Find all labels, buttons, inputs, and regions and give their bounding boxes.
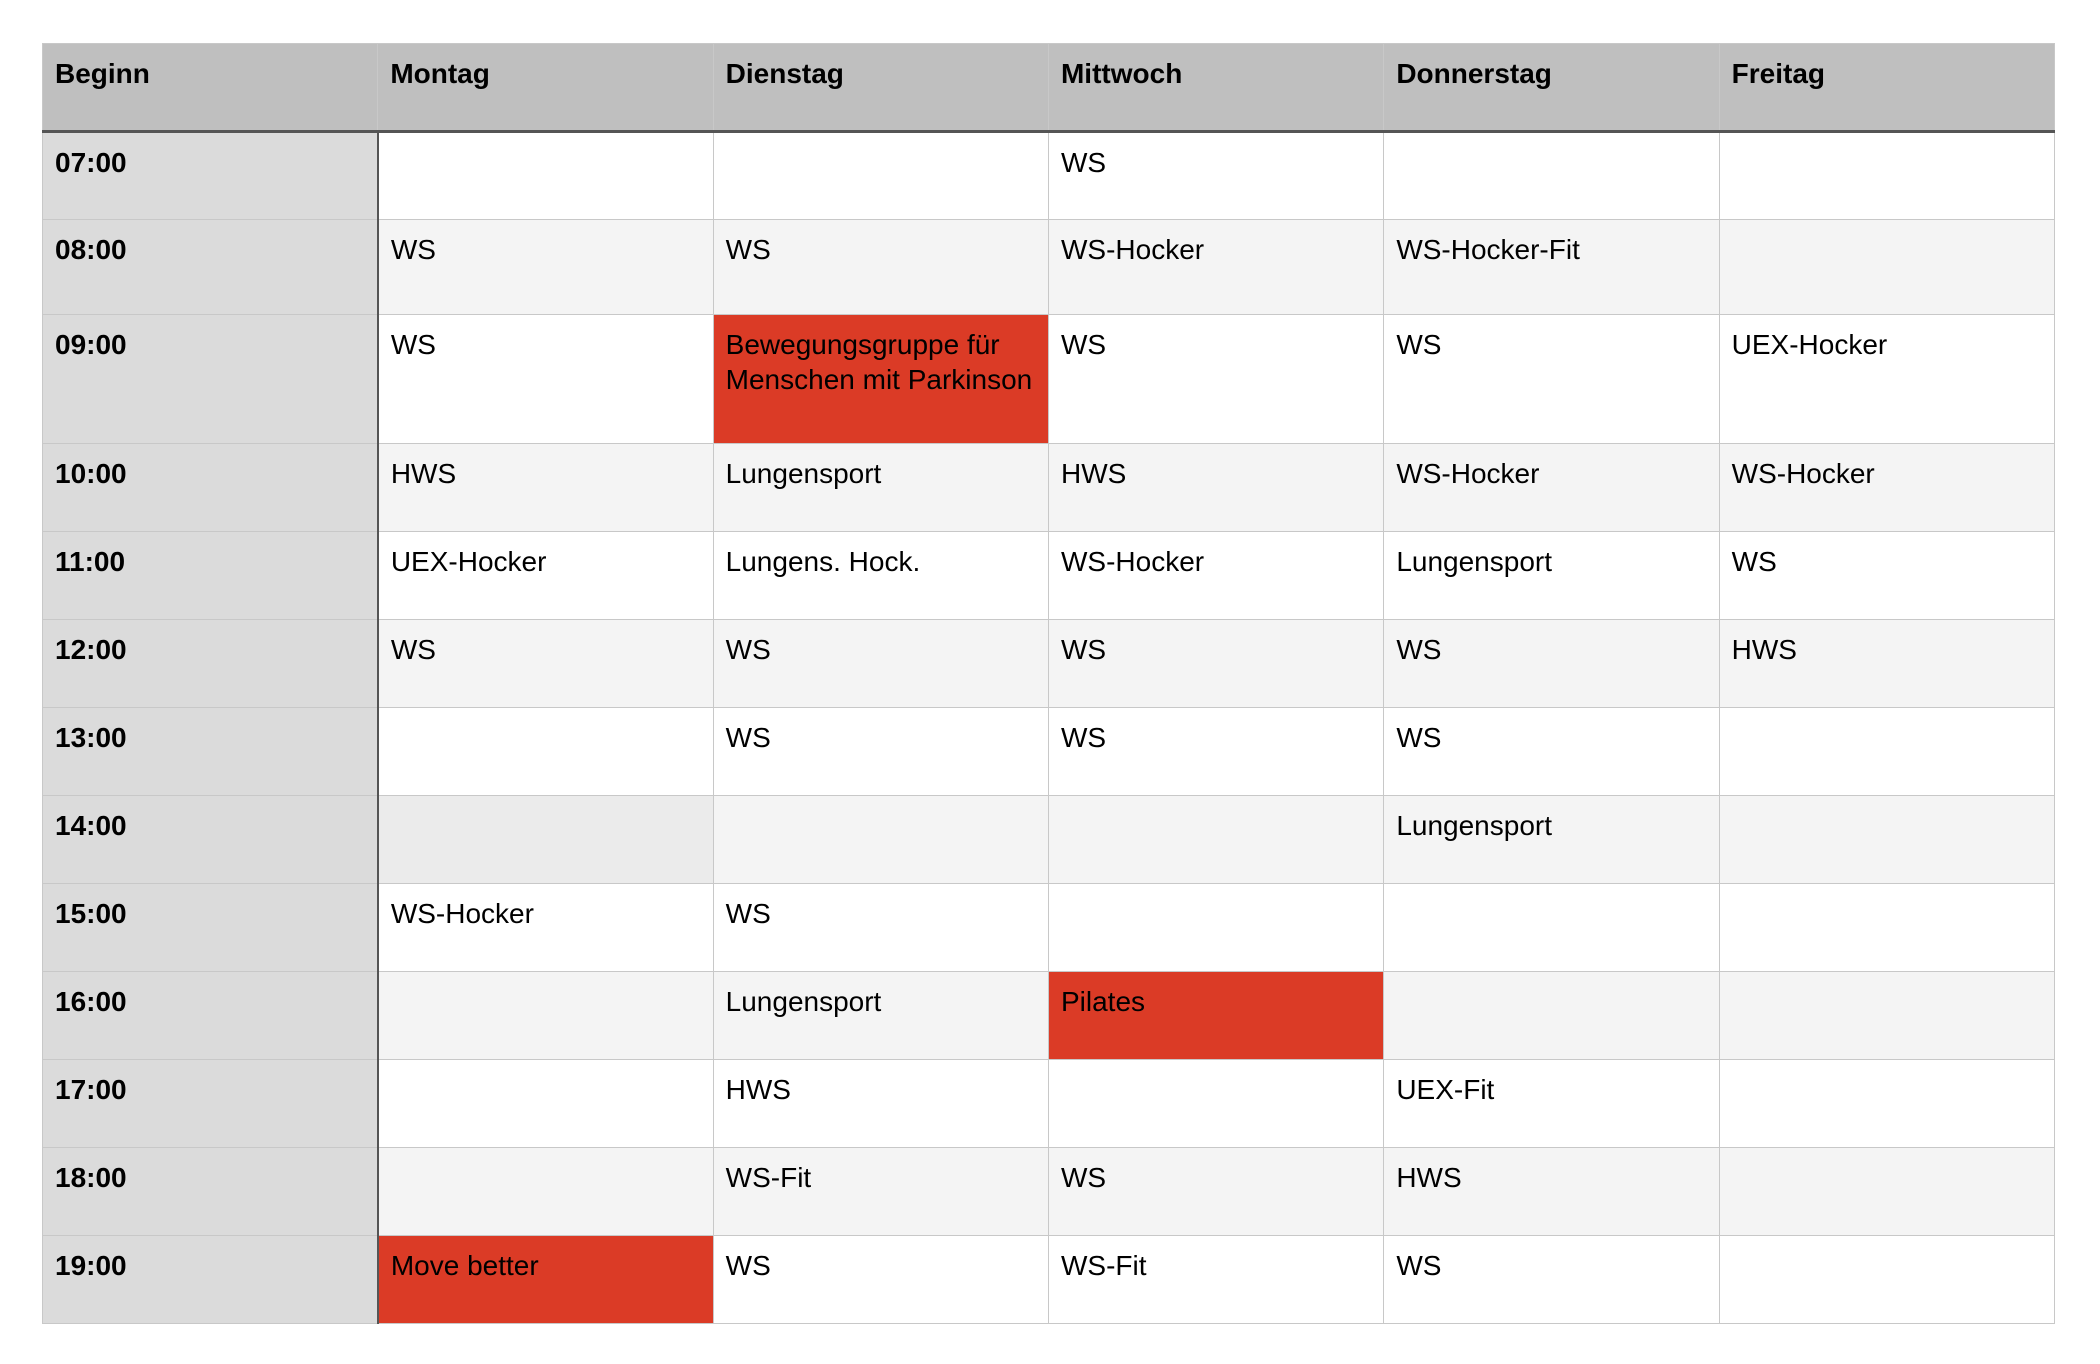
schedule-cell-dienstag[interactable]: WS — [712, 219, 1049, 315]
schedule-cell-mittwoch[interactable]: WS — [1047, 314, 1385, 444]
column-header-dienstag[interactable]: Dienstag — [712, 43, 1049, 133]
schedule-cell-freitag[interactable] — [1718, 1235, 2056, 1324]
schedule-cell-dienstag[interactable]: WS — [712, 619, 1049, 708]
schedule-cell-mittwoch[interactable] — [1047, 795, 1385, 884]
schedule-cell-freitag[interactable] — [1718, 707, 2056, 796]
schedule-cell-mittwoch[interactable]: WS — [1047, 707, 1385, 796]
time-cell[interactable]: 17:00 — [41, 1059, 379, 1148]
schedule-cell-donnerstag[interactable]: WS-Hocker — [1383, 443, 1720, 532]
schedule-cell-mittwoch[interactable]: WS — [1047, 619, 1385, 708]
schedule-cell-freitag[interactable]: HWS — [1718, 619, 2056, 708]
schedule-cell-dienstag[interactable]: HWS — [712, 1059, 1049, 1148]
schedule-cell-donnerstag[interactable]: WS — [1383, 619, 1720, 708]
schedule-cell-montag[interactable] — [377, 1059, 714, 1148]
schedule-cell-montag[interactable] — [377, 131, 714, 220]
table-row: 17:00 HWS UEX-Fit — [41, 1059, 2056, 1148]
schedule-cell-montag[interactable]: WS — [377, 619, 714, 708]
schedule-cell-montag[interactable] — [377, 795, 714, 884]
schedule-cell-dienstag[interactable]: WS-Fit — [712, 1147, 1049, 1236]
time-cell[interactable]: 10:00 — [41, 443, 379, 532]
schedule-cell-freitag[interactable]: UEX-Hocker — [1718, 314, 2056, 444]
schedule-cell-montag[interactable] — [377, 971, 714, 1060]
time-cell[interactable]: 16:00 — [41, 971, 379, 1060]
schedule-cell-mittwoch[interactable] — [1047, 1059, 1385, 1148]
time-cell[interactable]: 14:00 — [41, 795, 379, 884]
schedule-cell-mittwoch[interactable]: WS-Fit — [1047, 1235, 1385, 1324]
time-cell[interactable]: 13:00 — [41, 707, 379, 796]
time-cell[interactable]: 11:00 — [41, 531, 379, 620]
schedule-cell-montag[interactable]: WS — [377, 219, 714, 315]
time-cell[interactable]: 12:00 — [41, 619, 379, 708]
schedule-cell-freitag[interactable] — [1718, 1147, 2056, 1236]
time-cell[interactable]: 15:00 — [41, 883, 379, 972]
time-cell[interactable]: 18:00 — [41, 1147, 379, 1236]
time-cell[interactable]: 07:00 — [41, 131, 379, 220]
schedule-cell-donnerstag[interactable] — [1383, 883, 1720, 972]
schedule-cell-montag[interactable] — [377, 707, 714, 796]
schedule-cell-mittwoch[interactable]: WS — [1047, 1147, 1385, 1236]
table-row: 12:00 WS WS WS WS HWS — [41, 619, 2056, 708]
schedule-cell-freitag[interactable] — [1718, 795, 2056, 884]
schedule-cell-donnerstag[interactable]: UEX-Fit — [1383, 1059, 1720, 1148]
schedule-cell-dienstag[interactable]: Lungens. Hock. — [712, 531, 1049, 620]
schedule-cell-dienstag[interactable]: Bewegungsgruppe für Menschen mit Parkins… — [712, 314, 1049, 444]
schedule-cell-mittwoch[interactable]: HWS — [1047, 443, 1385, 532]
schedule-cell-freitag[interactable]: WS-Hocker — [1718, 443, 2056, 532]
table-row: 19:00 Move better WS WS-Fit WS — [41, 1235, 2056, 1324]
table-row: 13:00 WS WS WS — [41, 707, 2056, 796]
schedule-cell-donnerstag[interactable]: WS — [1383, 1235, 1720, 1324]
schedule-cell-freitag[interactable] — [1718, 131, 2056, 220]
schedule-cell-montag[interactable]: HWS — [377, 443, 714, 532]
table-row: 10:00 HWS Lungensport HWS WS-Hocker WS-Hocker — [41, 443, 2056, 532]
schedule-cell-dienstag[interactable] — [712, 795, 1049, 884]
schedule-cell-donnerstag[interactable]: Lungensport — [1383, 531, 1720, 620]
schedule-cell-dienstag[interactable] — [712, 131, 1049, 220]
schedule-cell-montag[interactable]: WS — [377, 314, 714, 444]
column-header-mittwoch[interactable]: Mittwoch — [1047, 43, 1385, 133]
schedule-cell-freitag[interactable]: WS — [1718, 531, 2056, 620]
table-row: 14:00 Lungensport — [41, 795, 2056, 884]
schedule-cell-dienstag[interactable]: Lungensport — [712, 443, 1049, 532]
schedule-cell-dienstag[interactable]: WS — [712, 1235, 1049, 1324]
schedule-cell-mittwoch[interactable] — [1047, 883, 1385, 972]
schedule-cell-montag[interactable]: Move better — [377, 1235, 714, 1324]
time-cell[interactable]: 09:00 — [41, 314, 379, 444]
column-header-donnerstag[interactable]: Donnerstag — [1383, 43, 1720, 133]
schedule-cell-donnerstag[interactable]: WS-Hocker-Fit — [1383, 219, 1720, 315]
schedule-table: Beginn Montag Dienstag Mittwoch Donnerstag Fr… — [41, 43, 2056, 1324]
time-cell[interactable]: 08:00 — [41, 219, 379, 315]
header-row: Beginn Montag Dienstag Mittwoch Donnerstag Fr… — [41, 43, 2056, 133]
table-row: 11:00 UEX-Hocker Lungens. Hock. WS-Hocker Lu… — [41, 531, 2056, 620]
schedule-cell-montag[interactable] — [377, 1147, 714, 1236]
column-header-beginn[interactable]: Beginn — [41, 43, 379, 133]
schedule-cell-freitag[interactable] — [1718, 219, 2056, 315]
schedule-cell-mittwoch[interactable]: WS-Hocker — [1047, 219, 1385, 315]
schedule-cell-freitag[interactable] — [1718, 883, 2056, 972]
table-row: 15:00 WS-Hocker WS — [41, 883, 2056, 972]
schedule-cell-mittwoch[interactable]: WS-Hocker — [1047, 531, 1385, 620]
table-row: 07:00 WS — [41, 131, 2056, 220]
schedule-cell-mittwoch[interactable]: Pilates — [1047, 971, 1385, 1060]
schedule-cell-donnerstag[interactable] — [1383, 971, 1720, 1060]
schedule-cell-donnerstag[interactable]: WS — [1383, 314, 1720, 444]
schedule-cell-freitag[interactable] — [1718, 971, 2056, 1060]
time-cell[interactable]: 19:00 — [41, 1235, 379, 1324]
schedule-cell-dienstag[interactable]: WS — [712, 707, 1049, 796]
schedule-cell-montag[interactable]: WS-Hocker — [377, 883, 714, 972]
column-header-montag[interactable]: Montag — [377, 43, 714, 133]
schedule-cell-dienstag[interactable]: WS — [712, 883, 1049, 972]
schedule-cell-mittwoch[interactable]: WS — [1047, 131, 1385, 220]
table-row: 08:00 WS WS WS-Hocker WS-Hocker-Fit — [41, 219, 2056, 315]
table-row: 16:00 Lungensport Pilates — [41, 971, 2056, 1060]
schedule-cell-donnerstag[interactable]: Lungensport — [1383, 795, 1720, 884]
table-row: 18:00 WS-Fit WS HWS — [41, 1147, 2056, 1236]
schedule-cell-montag[interactable]: UEX-Hocker — [377, 531, 714, 620]
schedule-cell-donnerstag[interactable]: HWS — [1383, 1147, 1720, 1236]
schedule-cell-donnerstag[interactable]: WS — [1383, 707, 1720, 796]
schedule-cell-freitag[interactable] — [1718, 1059, 2056, 1148]
column-header-freitag[interactable]: Freitag — [1718, 43, 2056, 133]
table-row: 09:00 WS Bewegungsgruppe für Menschen mit … — [41, 314, 2056, 444]
schedule-cell-dienstag[interactable]: Lungensport — [712, 971, 1049, 1060]
schedule-cell-donnerstag[interactable] — [1383, 131, 1720, 220]
